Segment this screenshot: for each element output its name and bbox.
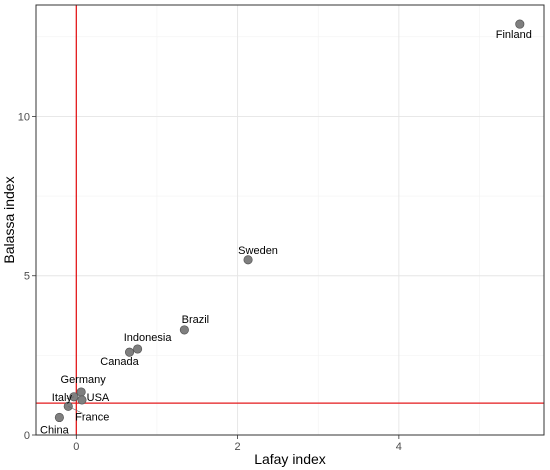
point-label-usa: USA: [87, 392, 110, 404]
data-point-indonesia: [133, 344, 143, 354]
y-tick-label: 10: [18, 111, 30, 123]
x-tick-label: 0: [73, 441, 79, 453]
data-point-usa: [77, 395, 87, 405]
plot-panel: [36, 5, 544, 435]
reference-lines: [36, 5, 544, 435]
y-axis-ticks: 0 5 10: [18, 111, 36, 442]
point-label-china: China: [40, 424, 70, 436]
y-axis-title: Balassa index: [1, 176, 17, 263]
point-label-italy: Italy: [52, 392, 73, 404]
point-label-france: France: [75, 411, 109, 423]
point-label-indonesia: Indonesia: [124, 332, 173, 344]
y-tick-label: 0: [24, 430, 30, 442]
data-points: [54, 19, 525, 423]
data-point-germany: [76, 387, 86, 397]
label-connector-france: [68, 406, 83, 414]
x-axis-ticks: 0 2 4: [73, 435, 402, 453]
point-label-brazil: Brazil: [182, 314, 210, 326]
x-tick-label: 2: [235, 441, 241, 453]
x-axis-title: Lafay index: [254, 451, 326, 467]
data-point-brazil: [179, 325, 189, 335]
label-connector-italy: [66, 396, 74, 400]
data-point-canada: [124, 347, 135, 357]
point-label-canada: Canada: [100, 356, 139, 368]
data-point-sweden: [243, 255, 253, 265]
point-label-sweden: Sweden: [238, 245, 278, 257]
x-tick-label: 4: [396, 441, 402, 453]
point-label-finland: Finland: [496, 29, 532, 41]
data-point-finland: [515, 19, 525, 29]
plot-border: [35, 4, 545, 436]
point-labels: Finland Sweden Brazil Indonesia Canada German…: [40, 29, 532, 436]
y-tick-label: 5: [24, 271, 30, 283]
point-label-germany: Germany: [61, 374, 107, 386]
data-point-china: [54, 412, 64, 423]
